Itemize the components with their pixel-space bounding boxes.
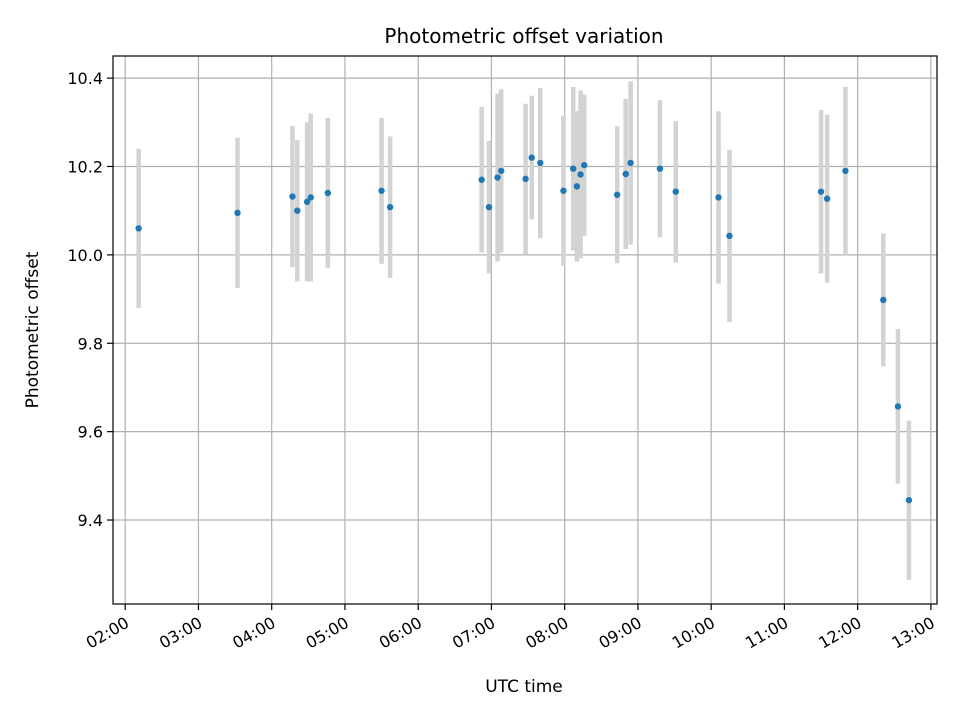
x-axis-label: UTC time xyxy=(485,677,563,697)
plot-frame xyxy=(112,55,938,605)
data-point xyxy=(303,198,311,206)
data-point xyxy=(289,193,296,200)
data-point xyxy=(494,174,501,181)
y-tick-label: 10.2 xyxy=(67,157,103,176)
data-point xyxy=(894,403,902,410)
data-point xyxy=(715,194,722,201)
y-tick-label: 10.0 xyxy=(67,246,103,265)
y-tick-label: 9.4 xyxy=(78,511,103,530)
y-tick-label: 9.6 xyxy=(78,423,103,442)
data-point xyxy=(324,189,332,197)
y-axis-label: Photometric offset xyxy=(23,251,43,408)
data-point xyxy=(627,159,634,167)
data-point xyxy=(485,203,493,211)
data-point xyxy=(672,188,679,195)
data-point xyxy=(573,183,581,190)
data-points xyxy=(135,154,913,504)
data-point xyxy=(307,194,314,201)
data-point xyxy=(817,188,825,195)
data-point xyxy=(581,161,588,169)
data-point xyxy=(613,191,621,198)
data-point xyxy=(497,167,505,175)
data-point xyxy=(386,203,394,211)
data-point xyxy=(294,207,301,214)
y-axis-ticks: 9.4 9.6 9.8 10.0 10.2 10.4 xyxy=(67,69,113,530)
data-point xyxy=(478,176,485,183)
data-point xyxy=(522,175,529,183)
data-point xyxy=(842,167,849,175)
chart-title: Photometric offset variation xyxy=(384,24,663,48)
data-point xyxy=(880,296,887,304)
data-point xyxy=(905,496,913,504)
data-point xyxy=(560,187,567,194)
y-tick-label: 10.4 xyxy=(67,69,103,88)
grid-lines xyxy=(113,56,937,604)
data-point xyxy=(570,165,577,172)
y-tick-label: 9.8 xyxy=(78,334,103,353)
data-point xyxy=(823,195,831,202)
data-point xyxy=(726,232,733,240)
data-point xyxy=(378,187,385,194)
data-point xyxy=(537,159,544,167)
data-point xyxy=(528,154,535,161)
data-point xyxy=(135,225,142,232)
data-point xyxy=(234,209,241,217)
data-point xyxy=(577,171,584,178)
data-point xyxy=(622,170,629,178)
data-point xyxy=(656,165,664,172)
